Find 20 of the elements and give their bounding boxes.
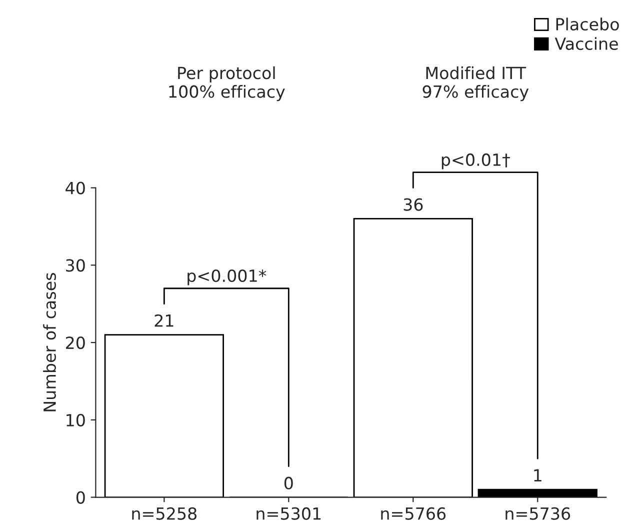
x-tick-label: n=5301: [256, 507, 321, 520]
data-label: 1: [534, 469, 542, 482]
y-tick-label: 40: [66, 182, 85, 194]
text: Per protocol 100% efficacy: [169, 66, 285, 102]
data-label: 0: [284, 476, 293, 490]
x-tick-label: n=5736: [506, 507, 570, 520]
text: p<0.01†: [442, 153, 510, 170]
y-tick-label: 10: [66, 414, 85, 426]
data-label: 36: [404, 198, 423, 211]
annotation: p<0.001*: [188, 269, 266, 286]
y-tick-label: 0: [76, 491, 85, 504]
y-axis-title: Number of cases: [43, 273, 56, 412]
legend-label: Vaccine: [554, 37, 618, 50]
y-tick-label: 20: [66, 336, 85, 350]
y-tick-label: 30: [66, 259, 85, 272]
x-tick-label: n=5766: [381, 507, 446, 520]
text: Modified ITT 97% efficacy: [422, 66, 529, 102]
data-label: 21: [154, 314, 174, 327]
x-tick-label: n=5258: [132, 507, 196, 520]
legend-label: Placebo: [556, 18, 619, 31]
